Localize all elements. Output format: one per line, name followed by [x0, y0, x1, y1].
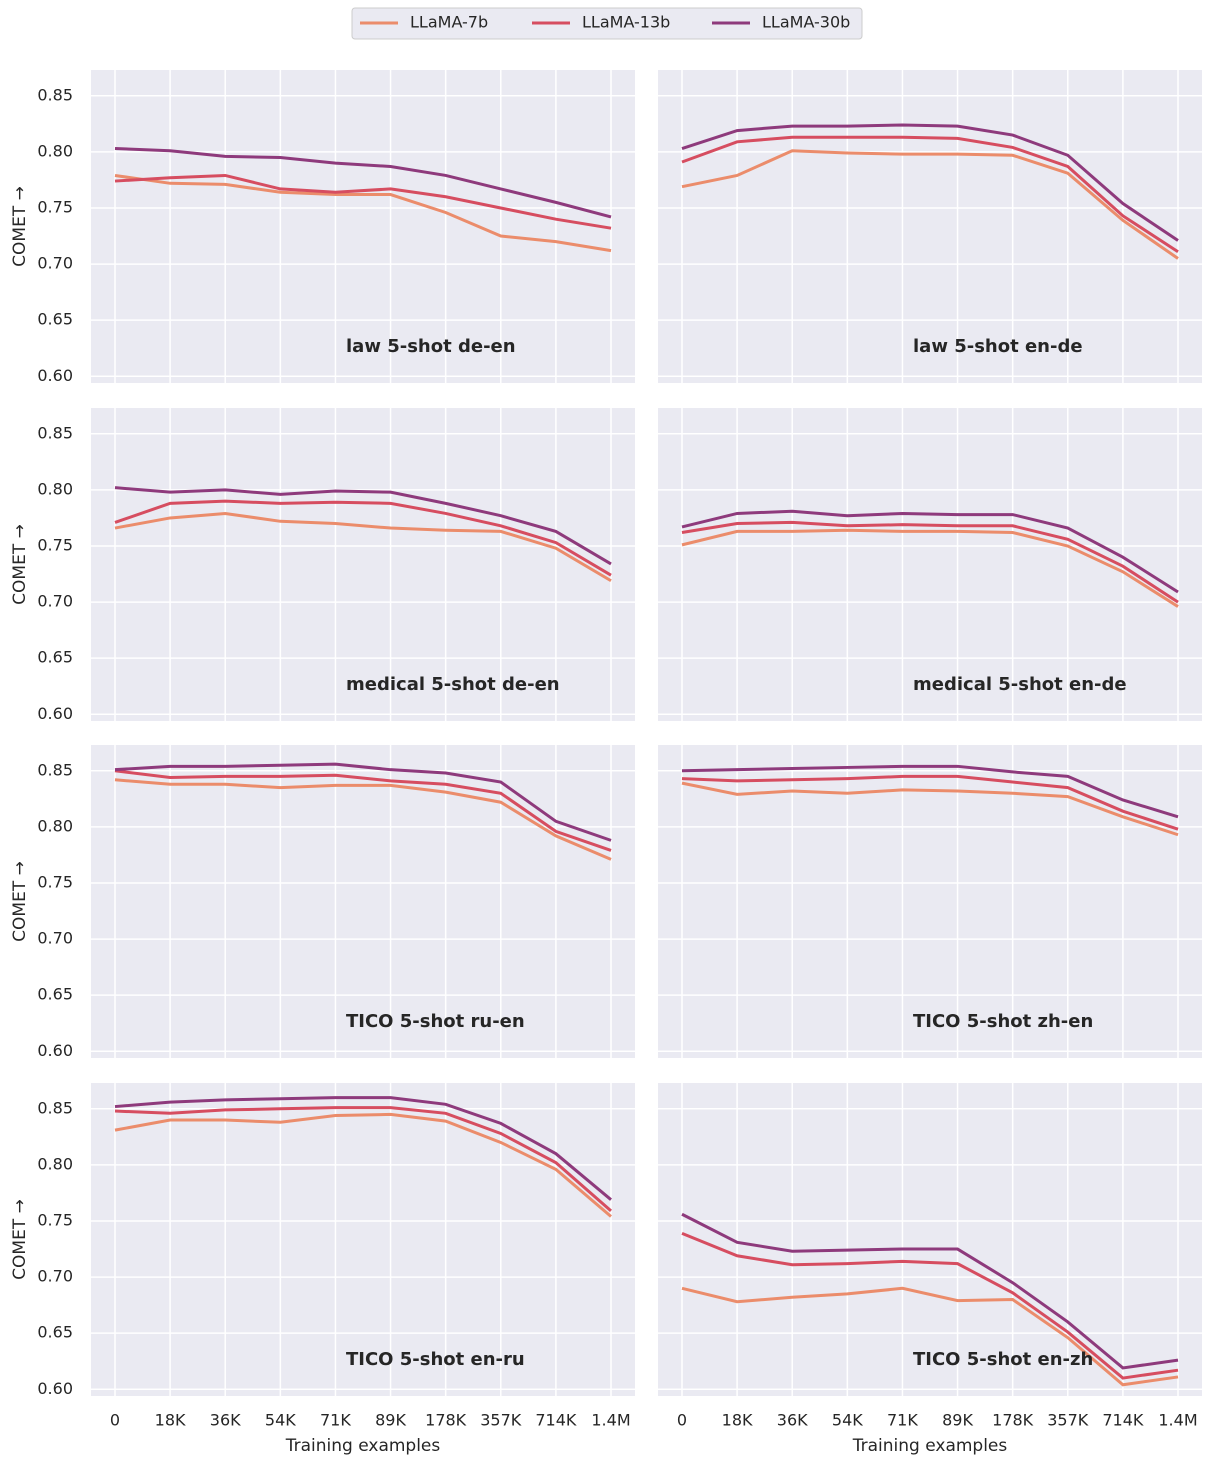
x-tick-label: 36K — [777, 1411, 808, 1430]
y-tick-label: 0.70 — [37, 592, 73, 611]
y-tick-label: 0.75 — [37, 872, 73, 891]
series-line — [114, 173, 612, 253]
y-tick-label: 0.60 — [37, 1379, 73, 1398]
series-line — [681, 509, 1179, 594]
series-line — [681, 149, 1179, 260]
y-tick-label: 0.70 — [37, 1267, 73, 1286]
y-tick-label: 0.80 — [37, 1154, 73, 1173]
series-line — [114, 511, 612, 583]
plot-area — [658, 745, 1202, 1058]
y-axis-label: COMET → — [10, 524, 30, 605]
x-tick-label: 71K — [320, 1411, 351, 1430]
plot-area — [658, 70, 1202, 383]
x-tick-label: 0 — [677, 1411, 687, 1430]
series-line — [114, 486, 612, 566]
series-line — [114, 1106, 612, 1213]
x-tick-label: 714K — [1102, 1411, 1144, 1430]
series-line — [114, 762, 612, 842]
y-tick-label: 0.85 — [37, 1098, 73, 1117]
y-tick-label: 0.70 — [37, 254, 73, 273]
y-tick-label: 0.60 — [37, 1041, 73, 1060]
plot-area — [91, 408, 635, 721]
y-axis-label: COMET → — [10, 861, 30, 942]
x-tick-label: 18K — [722, 1411, 753, 1430]
series-line — [681, 774, 1179, 831]
y-tick-label: 0.75 — [37, 535, 73, 554]
x-tick-label: 71K — [887, 1411, 918, 1430]
panel-title: law 5-shot en-de — [913, 336, 1083, 357]
y-tick-label: 0.80 — [37, 479, 73, 498]
x-tick-label: 89K — [942, 1411, 973, 1430]
y-tick-label: 0.80 — [37, 816, 73, 835]
series-line — [681, 1212, 1179, 1370]
panel-title: TICO 5-shot ru-en — [346, 1011, 525, 1032]
series-line — [114, 1096, 612, 1201]
y-tick-label: 0.75 — [37, 197, 73, 216]
y-tick-label: 0.65 — [37, 648, 73, 667]
legend-label: LLaMA-13b — [582, 13, 670, 32]
y-tick-label: 0.60 — [37, 366, 73, 385]
y-tick-label: 0.65 — [37, 985, 73, 1004]
panel-title: medical 5-shot en-de — [913, 674, 1127, 695]
x-tick-label: 357K — [480, 1411, 522, 1430]
series-line — [681, 135, 1179, 253]
x-axis-label: Training examples — [852, 1436, 1008, 1456]
plot-area — [658, 408, 1202, 721]
series-line — [114, 778, 612, 861]
y-tick-label: 0.65 — [37, 310, 73, 329]
x-tick-label: 36K — [210, 1411, 241, 1430]
legend-box — [351, 7, 863, 40]
legend-label: LLaMA-7b — [410, 13, 488, 32]
y-tick-label: 0.85 — [37, 760, 73, 779]
series-line — [114, 147, 612, 219]
series-line — [681, 781, 1179, 837]
panel-title: law 5-shot de-en — [346, 336, 516, 357]
y-tick-label: 0.85 — [37, 85, 73, 104]
x-tick-label: 357K — [1047, 1411, 1089, 1430]
y-tick-label: 0.70 — [37, 929, 73, 948]
series-line — [114, 1112, 612, 1218]
series-line — [114, 499, 612, 577]
x-tick-label: 0 — [110, 1411, 120, 1430]
x-tick-label: 178K — [992, 1411, 1034, 1430]
y-tick-label: 0.60 — [37, 704, 73, 723]
y-axis-label: COMET → — [10, 186, 30, 267]
y-tick-label: 0.75 — [37, 1210, 73, 1229]
x-tick-label: 1.4M — [1158, 1411, 1197, 1430]
panel-title: TICO 5-shot en-zh — [913, 1349, 1093, 1370]
series-line — [114, 173, 612, 230]
x-tick-label: 89K — [375, 1411, 406, 1430]
plot-area — [91, 1083, 635, 1396]
plot-area — [658, 1083, 1202, 1396]
x-axis-label: Training examples — [285, 1436, 441, 1456]
y-tick-label: 0.80 — [37, 141, 73, 160]
y-tick-label: 0.85 — [37, 423, 73, 442]
x-tick-label: 178K — [425, 1411, 467, 1430]
series-line — [681, 123, 1179, 242]
series-line — [681, 1231, 1179, 1380]
series-line — [681, 764, 1179, 819]
series-line — [114, 769, 612, 852]
plot-area — [91, 745, 635, 1058]
plot-area — [91, 70, 635, 383]
series-line — [681, 520, 1179, 604]
x-tick-label: 54K — [265, 1411, 296, 1430]
panel-title: TICO 5-shot en-ru — [346, 1349, 525, 1370]
y-axis-label: COMET → — [10, 1199, 30, 1280]
panel-title: medical 5-shot de-en — [346, 674, 560, 695]
series-line — [681, 528, 1179, 608]
x-tick-label: 714K — [535, 1411, 577, 1430]
legend-label: LLaMA-30b — [762, 13, 850, 32]
panel-title: TICO 5-shot zh-en — [913, 1011, 1093, 1032]
x-tick-label: 18K — [155, 1411, 186, 1430]
x-tick-label: 54K — [832, 1411, 863, 1430]
x-tick-label: 1.4M — [591, 1411, 630, 1430]
series-line — [681, 1286, 1179, 1387]
y-tick-label: 0.65 — [37, 1323, 73, 1342]
